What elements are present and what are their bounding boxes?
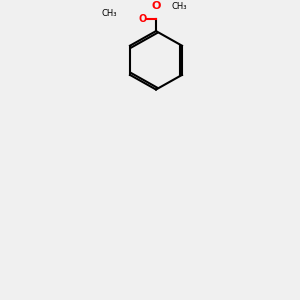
- Text: O: O: [139, 14, 147, 24]
- Text: CH₃: CH₃: [101, 9, 117, 18]
- Text: CH₃: CH₃: [171, 2, 187, 10]
- Text: O: O: [151, 1, 161, 10]
